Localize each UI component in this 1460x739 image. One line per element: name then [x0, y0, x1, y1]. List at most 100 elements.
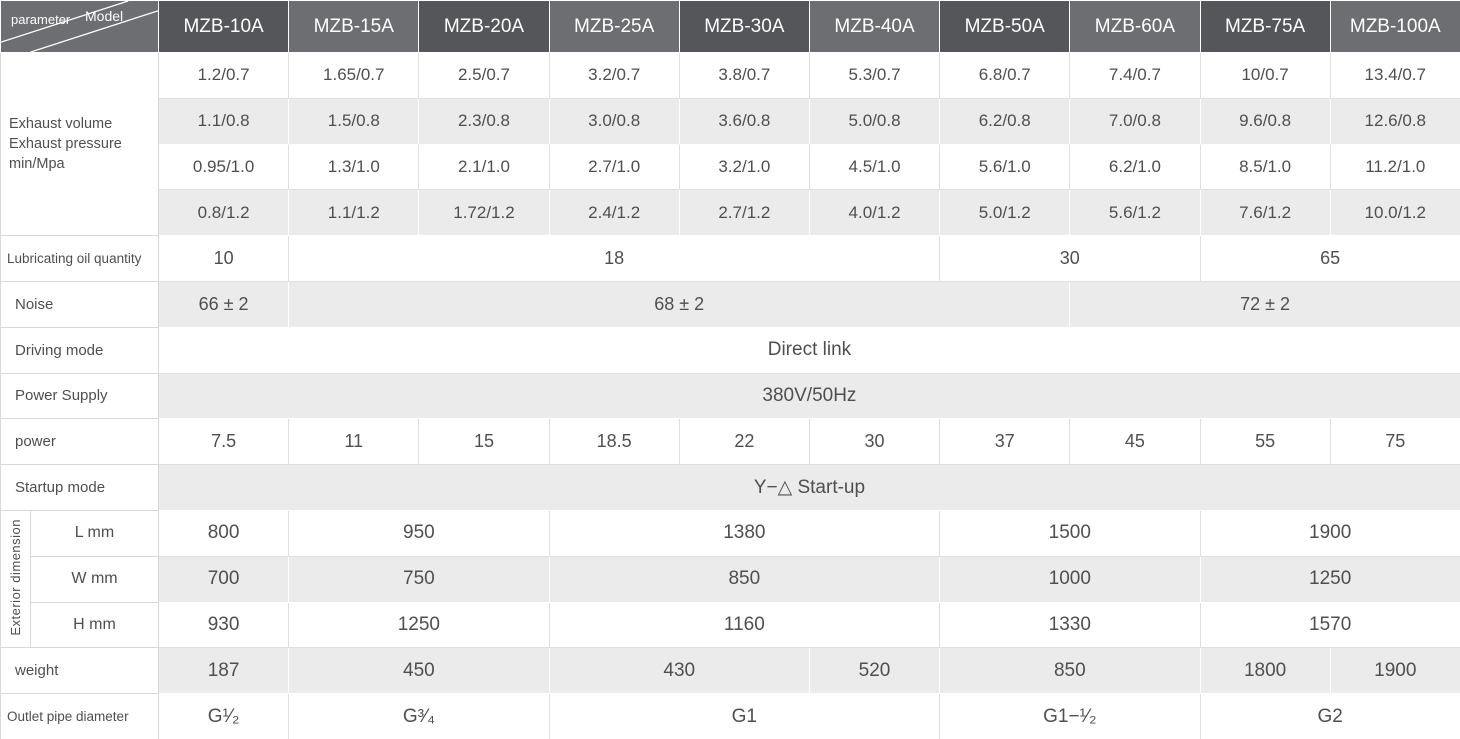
value-cell: 66 ± 2	[157, 280, 290, 328]
value-cell: 18	[288, 235, 941, 282]
value-cell: 10	[157, 235, 290, 282]
dimension-row-h: H mm 930 1250 1160 1330 1570	[1, 601, 1460, 649]
value-cell: 750	[288, 555, 550, 603]
exhaust-cell: 5.6/1.0	[939, 143, 1071, 191]
row-label-power: power	[0, 418, 159, 466]
exhaust-cell: 10/0.7	[1199, 52, 1331, 99]
exhaust-cell: 2.4/1.2	[548, 189, 680, 237]
value-cell: 930	[157, 601, 290, 649]
model-header-cell: MZB-60A	[1069, 0, 1201, 53]
exhaust-cell: 3.0/0.8	[548, 97, 680, 145]
exhaust-cell: 6.2/1.0	[1069, 143, 1201, 191]
row-label-startup-mode: Startup mode	[0, 464, 159, 511]
exhaust-cell: 4.5/1.0	[808, 143, 941, 191]
value-cell: Y−△ Start-up	[158, 464, 1460, 511]
exhaust-cell: 5.3/0.7	[808, 52, 941, 99]
outlet-pipe-row: Outlet pipe diameter G¹⁄₂ G³⁄₄ G1 G1−¹⁄₂…	[0, 693, 1460, 739]
value-cell: G¹⁄₂	[157, 693, 290, 739]
noise-row: Noise 66 ± 2 68 ± 2 72 ± 2	[0, 280, 1460, 328]
exhaust-cell: 6.2/0.8	[939, 97, 1071, 145]
exhaust-cell: 1.1/0.8	[157, 97, 290, 145]
exhaust-cell: 1.72/1.2	[418, 189, 550, 237]
value-cell: 1250	[1199, 555, 1460, 603]
value-cell: 1380	[548, 509, 941, 557]
exhaust-row-label: Exhaust volume Exhaust pressure min/Mpa	[0, 51, 159, 237]
model-header-cell: MZB-100A	[1329, 0, 1460, 53]
exhaust-label-line: Exhaust pressure	[9, 135, 122, 152]
value-cell: 68 ± 2	[288, 280, 1071, 328]
corner-label-model: Model	[85, 8, 124, 24]
row-label-h-mm: H mm	[30, 601, 159, 649]
exhaust-cell: 2.7/1.2	[678, 189, 810, 237]
value-cell: 700	[157, 555, 290, 603]
power-supply-row: Power Supply 380V/50Hz	[0, 372, 1460, 420]
value-cell: 30	[939, 235, 1201, 282]
exhaust-cell: 8.5/1.0	[1199, 143, 1331, 191]
exhaust-cell: 12.6/0.8	[1329, 97, 1460, 145]
exhaust-cell: 2.7/1.0	[548, 143, 680, 191]
model-header-row: Model parameter MZB-10A MZB-15A MZB-20A …	[0, 0, 1460, 53]
power-row: power 7.5 11 15 18.5 22 30 37 45 55 75	[0, 418, 1460, 466]
exhaust-cell: 2.3/0.8	[418, 97, 550, 145]
corner-label-parameter: parameter	[11, 12, 71, 27]
model-header-cell: MZB-25A	[548, 0, 680, 53]
exhaust-row-0.7: Exhaust volume Exhaust pressure min/Mpa …	[0, 51, 1460, 237]
row-label-l-mm: L mm	[30, 509, 159, 557]
value-cell: 850	[548, 555, 941, 603]
value-cell: 450	[288, 647, 550, 695]
exhaust-cell: 10.0/1.2	[1329, 189, 1460, 237]
exhaust-cell: 1.5/0.8	[288, 97, 420, 145]
model-header-cell: MZB-50A	[939, 0, 1071, 53]
weight-row: weight 187 450 430 520 850 1800 1900	[0, 647, 1460, 695]
exhaust-cell: 7.4/0.7	[1069, 52, 1201, 99]
value-cell: 430	[548, 647, 810, 695]
value-cell: 72 ± 2	[1069, 280, 1460, 328]
value-cell: G2	[1199, 693, 1460, 739]
exhaust-cell: 3.6/0.8	[678, 97, 810, 145]
value-cell: 950	[288, 509, 550, 557]
model-header-cell: MZB-30A	[678, 0, 810, 53]
exhaust-cell: 0.8/1.2	[157, 189, 290, 237]
driving-mode-row: Driving mode Direct link	[0, 326, 1460, 374]
model-header-cell: MZB-15A	[288, 0, 420, 53]
exterior-dimension-label: Exterior dimension	[0, 509, 31, 649]
row-label-outlet-pipe: Outlet pipe diameter	[0, 693, 159, 739]
exhaust-cell: 0.95/1.0	[157, 143, 290, 191]
value-cell: 30	[808, 418, 941, 466]
value-cell: 520	[808, 647, 941, 695]
exhaust-cell: 3.2/1.0	[678, 143, 810, 191]
value-cell: 1160	[548, 601, 941, 649]
row-label-weight: weight	[0, 647, 159, 695]
model-header-cell: MZB-10A	[157, 0, 290, 53]
exhaust-label-line: min/Mpa	[9, 156, 65, 173]
value-cell: 18.5	[548, 418, 680, 466]
exhaust-cell: 1.65/0.7	[288, 52, 420, 99]
value-cell: 187	[157, 647, 290, 695]
exhaust-cell: 1.3/1.0	[288, 143, 420, 191]
value-cell: G1−¹⁄₂	[939, 693, 1201, 739]
value-cell: 800	[157, 509, 290, 557]
dimension-row-l: Exterior dimension L mm 800 950 1380 150…	[0, 509, 1460, 649]
value-cell: 15	[418, 418, 550, 466]
exhaust-cell: 5.0/0.8	[808, 97, 941, 145]
value-cell: 65	[1199, 235, 1460, 282]
lubricating-row: Lubricating oil quantity 10 18 30 65	[0, 235, 1460, 282]
value-cell: 1800	[1199, 647, 1331, 695]
exhaust-cell: 6.8/0.7	[939, 52, 1071, 99]
exhaust-cell: 5.0/1.2	[939, 189, 1071, 237]
exhaust-cell: 11.2/1.0	[1329, 143, 1460, 191]
corner-cell: Model parameter	[0, 0, 159, 53]
value-cell: 22	[678, 418, 810, 466]
dimension-row-w: W mm 700 750 850 1000 1250	[1, 555, 1460, 603]
value-cell: 7.5	[157, 418, 290, 466]
exhaust-cell: 7.6/1.2	[1199, 189, 1331, 237]
value-cell: 75	[1329, 418, 1460, 466]
value-cell: 1250	[288, 601, 550, 649]
diagonal-divider-lines	[1, 1, 158, 52]
row-label-noise: Noise	[0, 280, 159, 328]
value-cell: 1330	[939, 601, 1201, 649]
model-header-cell: MZB-75A	[1199, 0, 1331, 53]
exhaust-cell: 2.1/1.0	[418, 143, 550, 191]
